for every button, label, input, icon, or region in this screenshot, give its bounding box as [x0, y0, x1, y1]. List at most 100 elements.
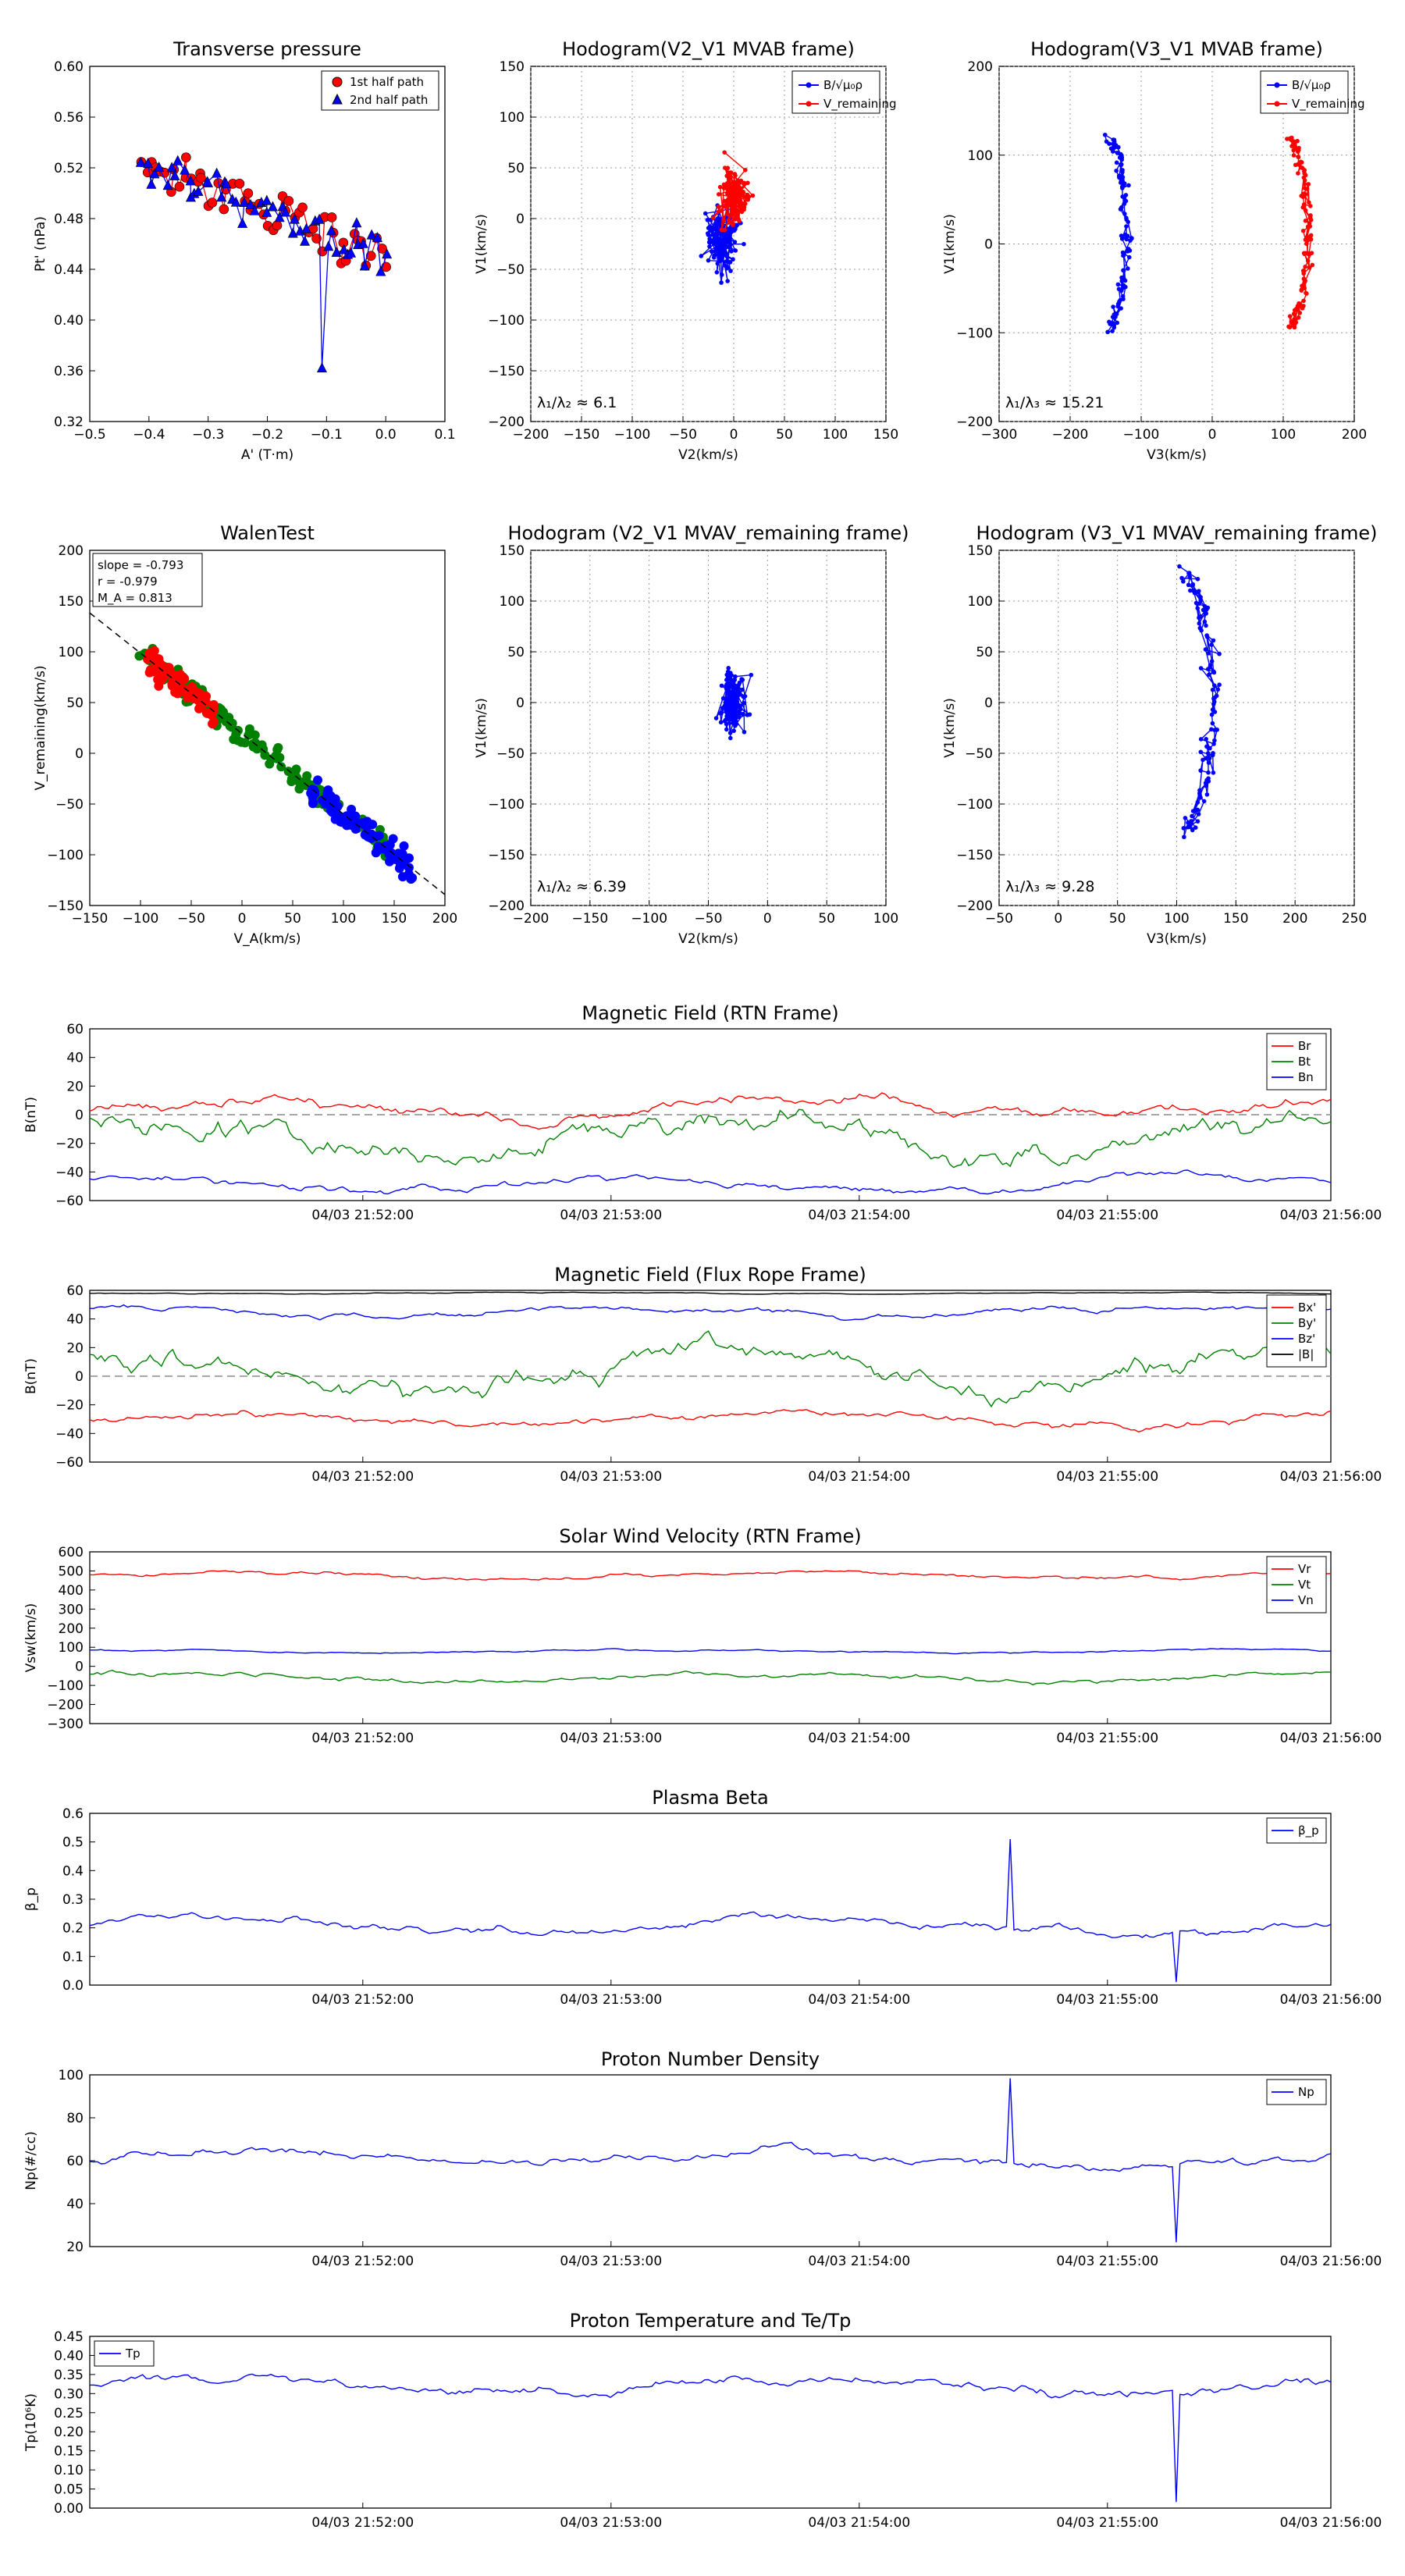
data-point — [719, 227, 724, 233]
y-tick-label: −150 — [488, 848, 525, 863]
y-tick-label: −200 — [956, 898, 993, 914]
data-point — [216, 191, 227, 202]
data-point — [727, 235, 732, 240]
data-point — [1302, 168, 1307, 173]
data-point — [208, 717, 219, 727]
data-point — [1295, 138, 1300, 144]
x-tick-label: 04/03 21:56:00 — [1280, 1469, 1382, 1485]
chart-title: Proton Temperature and Te/Tp — [570, 2310, 852, 2332]
y-tick-label: −150 — [956, 848, 993, 863]
y-tick-label: 0.20 — [54, 2425, 84, 2440]
data-point — [245, 198, 256, 209]
data-point — [219, 204, 229, 215]
legend-marker — [806, 101, 812, 107]
chart-proton-temperature: Proton Temperature and Te/Tp 0.00 0.05 0.10… — [0, 2299, 1405, 2572]
data-point — [1126, 254, 1132, 260]
data-point — [1120, 169, 1125, 175]
data-point — [727, 196, 732, 201]
series-line-Tp — [89, 2373, 1332, 2503]
x-tick-label: 200 — [1342, 427, 1367, 443]
data-point — [1206, 760, 1211, 765]
data-point — [721, 182, 727, 187]
series-line-1 — [140, 159, 388, 368]
data-point — [249, 205, 260, 215]
y-tick-label: 0 — [984, 696, 993, 711]
x-axis-label: V3(km/s) — [1147, 931, 1207, 947]
data-point — [1209, 727, 1214, 732]
data-point — [1305, 258, 1311, 263]
chart-title: Hodogram (V3_V1 MVAV_remaining frame) — [976, 522, 1377, 544]
data-point — [740, 687, 745, 692]
y-tick-label: 0.30 — [54, 2386, 84, 2402]
data-point — [713, 221, 718, 226]
data-point — [1303, 278, 1308, 283]
x-tick-label: 04/03 21:52:00 — [311, 2515, 414, 2531]
eigenvalue-ratio: λ₁/λ₃ ≈ 9.28 — [1005, 878, 1094, 895]
y-axis-label: Np(#/cc) — [23, 2131, 39, 2190]
series-line-Vr — [89, 1570, 1332, 1581]
x-axis-label: V3(km/s) — [1147, 447, 1207, 463]
data-point — [276, 762, 286, 772]
y-tick-label: 100 — [500, 110, 525, 126]
data-point — [1190, 813, 1194, 819]
data-point — [1177, 564, 1182, 569]
data-point — [710, 215, 716, 220]
chart-magnetic-field-rtn: Magnetic Field (RTN Frame) −60 −40 −20 0 20 40… — [0, 991, 1405, 1249]
data-point — [730, 226, 735, 231]
data-point — [1196, 812, 1201, 817]
data-point — [1300, 269, 1306, 273]
data-point — [1119, 155, 1125, 160]
data-point — [1114, 160, 1119, 165]
data-point — [1197, 793, 1202, 798]
data-point — [244, 727, 254, 737]
data-point — [1207, 672, 1211, 677]
fit-line — [89, 612, 446, 895]
series-line-|B| — [89, 1291, 1332, 1295]
data-point — [1217, 651, 1222, 656]
data-point — [1121, 297, 1126, 301]
data-point — [1299, 165, 1304, 170]
y-tick-label: 0.10 — [54, 2463, 84, 2478]
data-point — [730, 683, 735, 688]
data-point — [1204, 623, 1208, 628]
data-point — [1195, 800, 1200, 805]
data-point — [1115, 151, 1120, 155]
x-tick-label: −200 — [1052, 427, 1089, 443]
data-point — [735, 187, 740, 193]
data-point — [727, 731, 733, 735]
legend-label: V_remaining — [1292, 97, 1365, 112]
data-point — [729, 191, 734, 196]
x-tick-label: −50 — [695, 911, 723, 927]
legend-box — [1266, 1294, 1327, 1368]
chart-title: Transverse pressure — [173, 38, 361, 60]
data-point — [712, 241, 717, 247]
legend-marker — [1274, 82, 1280, 88]
x-tick-label: −50 — [669, 427, 697, 443]
data-point — [287, 227, 298, 238]
x-tick-label: −0.1 — [311, 427, 343, 443]
data-point — [734, 719, 738, 724]
data-point — [294, 784, 304, 794]
y-axis-label: V1(km/s) — [474, 698, 489, 758]
data-point — [198, 692, 208, 702]
data-point — [1181, 826, 1186, 831]
data-point — [1193, 825, 1198, 831]
data-point — [243, 188, 254, 198]
data-point — [713, 233, 718, 239]
legend-box — [791, 70, 880, 114]
data-point — [745, 180, 750, 186]
data-point — [265, 759, 275, 769]
y-tick-label: 0.5 — [62, 1835, 84, 1851]
data-point — [1211, 638, 1216, 643]
y-tick-label: −40 — [55, 1426, 84, 1442]
data-point — [308, 788, 318, 799]
data-point — [154, 654, 164, 664]
data-point — [724, 259, 729, 264]
x-tick-label: −100 — [1123, 427, 1160, 443]
data-point — [720, 231, 725, 237]
data-point — [261, 206, 272, 217]
y-tick-label: 0.0 — [62, 1978, 84, 1994]
y-axis-label: β_p — [23, 1888, 39, 1911]
data-point — [716, 219, 721, 224]
x-tick-label: 04/03 21:53:00 — [560, 2515, 662, 2531]
